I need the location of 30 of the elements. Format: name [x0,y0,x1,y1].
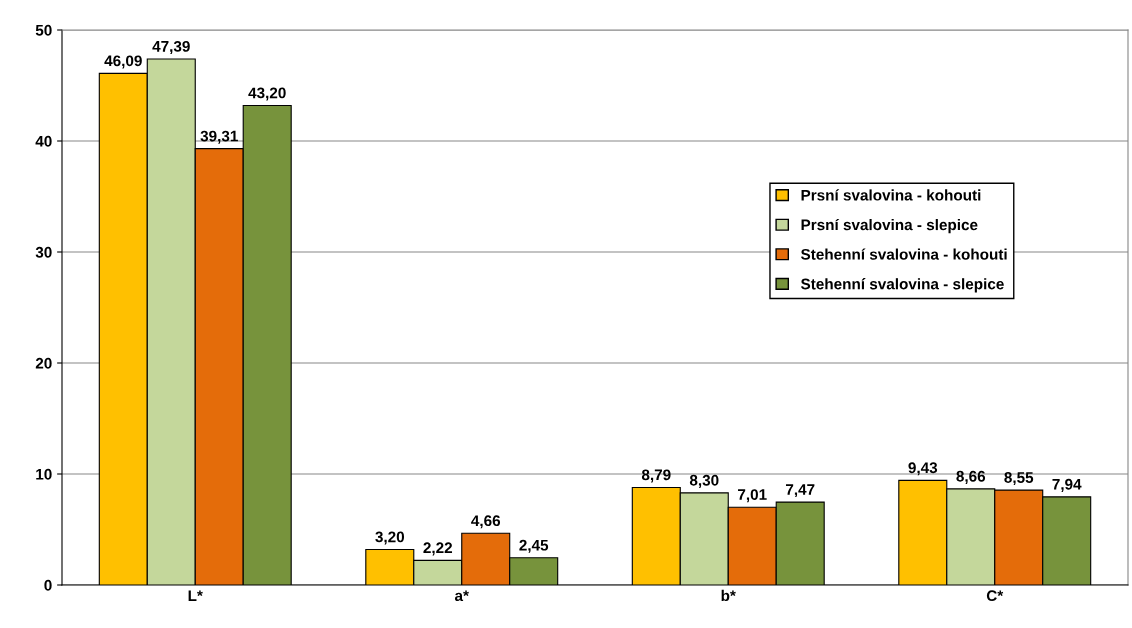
x-tick-label: C* [986,590,1004,602]
y-tick-label: 20 [35,357,52,369]
data-label: 7,01 [738,489,767,503]
y-tick-label: 40 [35,135,52,147]
data-label: 2,22 [423,542,453,556]
x-tick-label: b* [721,589,736,602]
legend-label: Stehenní svalovina - slepice [800,278,1004,293]
legend-label: Prsní svalovina - kohouti [801,189,981,201]
data-label: 2,45 [519,539,549,553]
x-tick-label: L* [188,590,203,601]
data-label: 9,43 [908,462,938,476]
data-label: 46,09 [104,55,142,69]
data-label: 4,66 [471,515,501,529]
data-label: 47,39 [152,40,190,54]
y-tick-label: 50 [35,24,52,36]
x-tick-label: a* [454,590,469,602]
y-tick-label: 0 [44,579,52,591]
data-label: 8,79 [641,469,671,483]
data-label: 43,20 [248,87,286,101]
data-label: 7,47 [786,484,815,498]
data-label: 8,55 [1004,472,1034,486]
data-label: 8,66 [956,470,986,484]
data-label: 8,30 [689,474,719,488]
data-label: 3,20 [375,531,405,545]
data-label: 7,94 [1052,478,1082,492]
legend-label: Prsní svalovina - slepice [801,218,978,234]
data-label: 39,31 [200,130,238,144]
legend-label: Stehenní svalovina - kohouti [800,248,1007,260]
y-tick-label: 10 [36,468,52,480]
y-tick-label: 30 [35,246,52,258]
